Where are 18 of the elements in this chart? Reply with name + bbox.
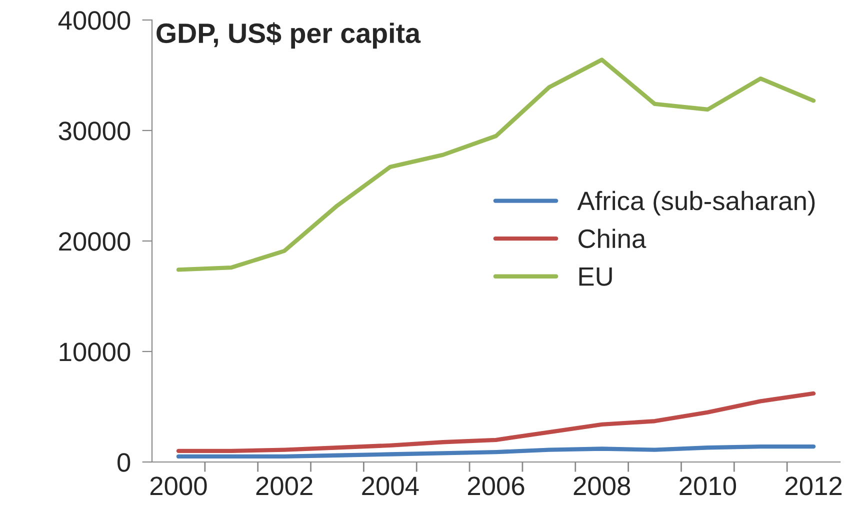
x-tick-label: 2008 (574, 476, 630, 496)
x-tick-label: 2004 (362, 476, 419, 496)
line-series (176, 391, 816, 454)
x-tick-label: 2006 (468, 476, 524, 496)
y-tick-label: 20000 (59, 232, 130, 251)
legend-label: EU (579, 267, 612, 286)
x-tick-label: 2002 (256, 476, 312, 496)
y-tick-label: 0 (118, 453, 130, 472)
y-tick-label: 10000 (60, 342, 130, 362)
line-series (176, 444, 816, 459)
legend-label: China (578, 228, 646, 248)
x-tick-label: 2010 (680, 476, 736, 496)
chart-title: GDP, US$ per capita (156, 22, 421, 49)
y-tick-label: 40000 (58, 11, 130, 30)
y-tick-label: 30000 (58, 122, 130, 140)
x-tick-label: 2012 (786, 476, 842, 496)
x-tick-label: 2000 (150, 476, 207, 496)
legend-label: Africa (sub-saharan) (577, 190, 815, 216)
